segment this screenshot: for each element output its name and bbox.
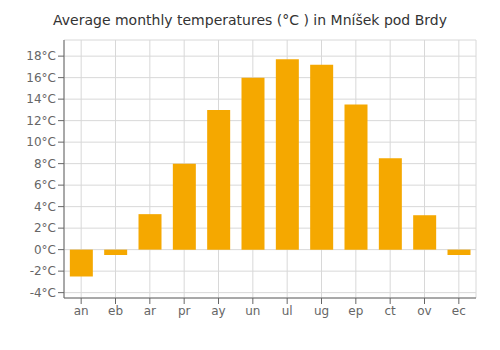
svg-text:18°C: 18°C	[26, 49, 56, 63]
svg-text:pr: pr	[178, 304, 191, 318]
svg-text:ov: ov	[417, 304, 431, 318]
svg-text:16°C: 16°C	[26, 71, 56, 85]
svg-text:10°C: 10°C	[26, 135, 56, 149]
svg-text:un: un	[245, 304, 260, 318]
svg-text:ar: ar	[144, 304, 156, 318]
svg-text:eb: eb	[108, 304, 123, 318]
svg-text:8°C: 8°C	[34, 157, 56, 171]
svg-text:4°C: 4°C	[34, 200, 56, 214]
svg-text:0°C: 0°C	[34, 243, 56, 257]
svg-text:ct: ct	[385, 304, 397, 318]
svg-text:12°C: 12°C	[26, 114, 56, 128]
svg-text:ep: ep	[348, 304, 363, 318]
svg-text:6°C: 6°C	[34, 178, 56, 192]
svg-text:2°C: 2°C	[34, 221, 56, 235]
svg-text:14°C: 14°C	[26, 92, 56, 106]
html-text:Average monthly temperatures (: Average monthly temperatures (°C ) in Mn…	[53, 12, 447, 28]
svg-text:ay: ay	[211, 304, 225, 318]
svg-text:-4°C: -4°C	[30, 286, 56, 300]
svg-text:ul: ul	[282, 304, 293, 318]
svg-text:an: an	[74, 304, 89, 318]
svg-text:-2°C: -2°C	[30, 264, 56, 278]
svg-text:ec: ec	[452, 304, 466, 318]
svg-text:ug: ug	[314, 304, 329, 318]
